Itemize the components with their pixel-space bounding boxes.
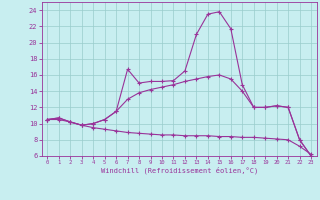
X-axis label: Windchill (Refroidissement éolien,°C): Windchill (Refroidissement éolien,°C) <box>100 167 258 174</box>
